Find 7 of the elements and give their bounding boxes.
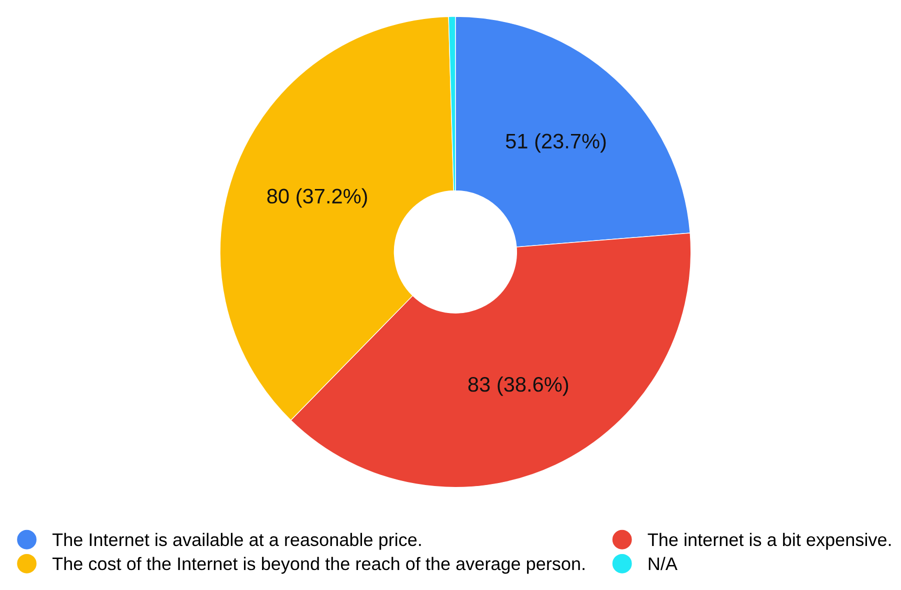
- data-label: 51 (23.7%): [506, 133, 606, 153]
- legend-label: The cost of the Internet is beyond the reach of the average person.: [52, 556, 584, 574]
- data-label: 83 (38.6%): [468, 376, 568, 396]
- legend-label: N/A: [648, 556, 678, 570]
- legend-label: The Internet is available at a reasonable price.: [52, 532, 421, 550]
- data-label: 80 (37.2%): [267, 188, 367, 208]
- legend-label: The internet is a bit expensive.: [648, 532, 891, 550]
